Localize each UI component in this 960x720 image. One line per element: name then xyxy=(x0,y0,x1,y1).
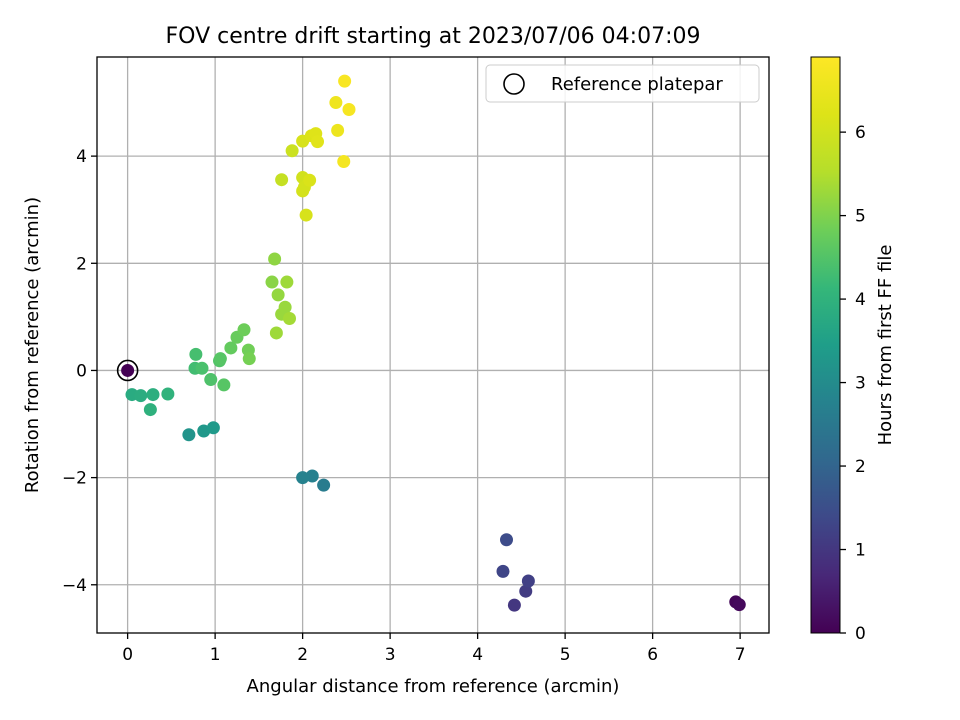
reference-platepar-marker xyxy=(116,359,139,382)
x-axis-label: Angular distance from reference (arcmin) xyxy=(247,676,620,697)
data-point xyxy=(317,478,331,492)
data-point xyxy=(206,421,220,435)
colorbar-label: Hours from first FF file xyxy=(875,245,896,446)
data-point xyxy=(342,103,356,117)
data-point xyxy=(338,74,352,88)
colorbar xyxy=(810,56,841,634)
data-point xyxy=(161,387,175,401)
data-point xyxy=(237,323,251,337)
data-point xyxy=(285,144,299,158)
data-point xyxy=(268,252,282,266)
data-point xyxy=(121,363,135,377)
colorbar-tick-label: 1 xyxy=(855,541,866,561)
colorbar-tick-label: 6 xyxy=(855,123,866,143)
legend-label: Reference platepar xyxy=(551,74,723,95)
data-point xyxy=(195,361,209,375)
data-point xyxy=(182,428,196,442)
x-tick-label: 7 xyxy=(735,645,746,665)
colorbar-tick-label: 0 xyxy=(855,624,866,644)
data-point xyxy=(507,598,521,612)
scatter-points xyxy=(116,74,746,612)
legend-marker-reference xyxy=(503,73,525,95)
plot-area-frame xyxy=(96,56,770,634)
y-tick-label: −2 xyxy=(62,469,87,489)
data-point xyxy=(217,378,231,392)
data-point xyxy=(275,173,289,187)
y-tick-label: −4 xyxy=(62,576,87,596)
data-point xyxy=(329,96,343,110)
x-tick-label: 1 xyxy=(210,645,221,665)
x-tick-label: 4 xyxy=(472,645,483,665)
colorbar-ticks: 0 1 2 3 4 5 6 xyxy=(840,123,866,644)
data-point xyxy=(189,347,203,361)
y-tick-label: 0 xyxy=(76,361,87,381)
data-point xyxy=(242,352,256,366)
legend: Reference platepar xyxy=(485,64,760,103)
x-axis-ticks: 0 1 2 3 4 5 6 7 xyxy=(122,633,746,665)
data-point xyxy=(283,311,296,325)
colorbar-tick-label: 2 xyxy=(855,457,866,477)
data-point xyxy=(296,471,310,485)
colorbar-tick-label: 3 xyxy=(855,374,866,394)
colorbar-tick-label: 5 xyxy=(855,207,866,227)
y-axis-ticks: −4 −2 0 2 4 xyxy=(62,147,97,596)
data-point xyxy=(271,288,285,302)
data-point xyxy=(496,564,510,578)
x-tick-label: 6 xyxy=(647,645,658,665)
data-point xyxy=(146,388,160,402)
data-point xyxy=(269,326,283,340)
data-point xyxy=(337,154,351,168)
data-point xyxy=(331,123,345,137)
grid-lines xyxy=(97,57,769,633)
chart-title: FOV centre drift starting at 2023/07/06 … xyxy=(166,24,701,49)
colorbar-tick-label: 4 xyxy=(855,290,866,310)
data-point xyxy=(143,403,157,417)
x-tick-label: 3 xyxy=(385,645,396,665)
x-tick-label: 5 xyxy=(560,645,571,665)
y-axis-label: Rotation from reference (arcmin) xyxy=(22,197,43,493)
x-tick-label: 0 xyxy=(122,645,133,665)
data-point xyxy=(265,275,279,289)
data-point xyxy=(278,300,292,314)
data-point xyxy=(134,389,148,403)
data-point xyxy=(519,584,533,598)
data-point xyxy=(299,208,313,222)
data-point xyxy=(500,533,513,547)
data-point xyxy=(213,352,227,366)
data-point xyxy=(732,598,746,612)
legend-box xyxy=(485,64,760,103)
data-point xyxy=(311,135,324,149)
data-point xyxy=(280,275,294,289)
data-point xyxy=(303,173,317,187)
y-tick-label: 2 xyxy=(76,254,87,274)
x-tick-label: 2 xyxy=(297,645,308,665)
data-point xyxy=(204,373,218,387)
data-point xyxy=(224,341,238,355)
data-point xyxy=(521,574,535,588)
data-point xyxy=(305,469,319,483)
y-tick-label: 4 xyxy=(76,147,87,167)
